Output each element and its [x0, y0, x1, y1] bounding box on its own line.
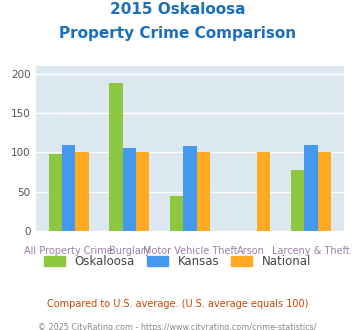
Bar	[183, 146, 197, 231]
Bar	[62, 145, 76, 231]
Bar	[318, 152, 331, 231]
Bar	[123, 148, 136, 231]
Text: 2015 Oskaloosa: 2015 Oskaloosa	[110, 2, 245, 16]
Bar	[76, 152, 89, 231]
Text: All Property Crime: All Property Crime	[24, 246, 113, 256]
Bar	[291, 170, 304, 231]
Bar	[49, 154, 62, 231]
Text: Burglary: Burglary	[109, 246, 150, 256]
Legend: Oskaloosa, Kansas, National: Oskaloosa, Kansas, National	[39, 250, 316, 273]
Bar	[170, 196, 183, 231]
Bar	[197, 152, 210, 231]
Text: Compared to U.S. average. (U.S. average equals 100): Compared to U.S. average. (U.S. average …	[47, 299, 308, 309]
Text: © 2025 CityRating.com - https://www.cityrating.com/crime-statistics/: © 2025 CityRating.com - https://www.city…	[38, 323, 317, 330]
Text: Property Crime Comparison: Property Crime Comparison	[59, 26, 296, 41]
Bar	[257, 152, 271, 231]
Text: Motor Vehicle Theft: Motor Vehicle Theft	[143, 246, 237, 256]
Bar	[136, 152, 149, 231]
Text: Arson: Arson	[236, 246, 264, 256]
Bar	[109, 83, 123, 231]
Bar	[304, 145, 318, 231]
Text: Larceny & Theft: Larceny & Theft	[272, 246, 350, 256]
